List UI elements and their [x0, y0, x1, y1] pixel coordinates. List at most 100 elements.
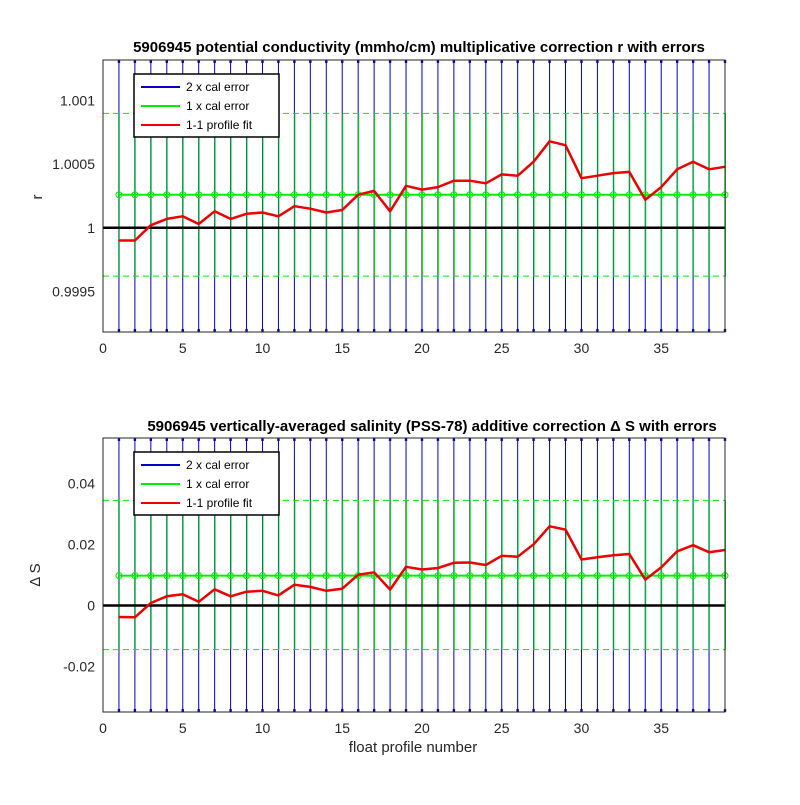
cal1-center-marker	[434, 191, 442, 199]
fit-point	[612, 554, 615, 557]
cal1-center-marker	[689, 572, 697, 580]
y-tick-label: 1.0005	[52, 156, 95, 172]
cal1-center-marker	[466, 191, 474, 199]
cal1-center-marker	[514, 191, 522, 199]
legend-label-cal1: 1 x cal error	[186, 99, 249, 113]
legend-label-fit: 1-1 profile fit	[186, 118, 253, 132]
fit-point	[612, 172, 615, 174]
fit-point	[165, 218, 168, 220]
fit-point	[596, 556, 599, 559]
cal1-center-marker	[418, 191, 426, 199]
fit-point	[676, 550, 678, 553]
cal1-center-marker	[290, 572, 298, 580]
cal1-center-marker	[530, 191, 538, 199]
fit-point	[261, 590, 264, 592]
cal1-center-marker	[243, 191, 251, 199]
fit-point	[293, 205, 296, 207]
x-tick-label: 15	[334, 340, 350, 356]
fit-point	[245, 212, 248, 215]
fit-point	[325, 211, 328, 214]
cal1-center-marker	[179, 191, 187, 199]
cal1-center-marker	[434, 572, 442, 580]
cal1-center-marker	[258, 191, 266, 199]
panel-conductivity: 5906945 potential conductivity (mmho/cm)…	[29, 39, 729, 356]
cal1-center-marker	[322, 572, 330, 580]
fit-point	[548, 140, 551, 143]
fit-point	[134, 616, 136, 619]
cal1-center-marker	[593, 191, 601, 199]
fit-point	[453, 562, 455, 564]
cal1-center-marker	[673, 572, 681, 580]
cal1-center-marker	[322, 191, 330, 199]
panel-salinity: 5906945 vertically-averaged salinity (PS…	[27, 418, 729, 756]
cal1-center-marker	[386, 191, 394, 199]
cal1-center-marker	[482, 191, 490, 199]
fit-point	[293, 583, 296, 586]
y-tick-label: 0.9995	[52, 283, 95, 299]
cal1-center-marker	[306, 572, 314, 580]
fit-point	[548, 525, 551, 528]
fit-point	[150, 224, 152, 227]
cal1-center-marker	[306, 191, 314, 199]
fit-point	[484, 182, 487, 185]
fit-point	[213, 210, 216, 213]
fit-point	[325, 590, 328, 592]
fit-point	[357, 193, 359, 196]
cal1-center-marker	[705, 191, 713, 199]
cal1-center-marker	[625, 572, 633, 580]
cal1-center-marker	[482, 572, 490, 580]
fit-point	[516, 174, 519, 177]
x-tick-label: 0	[99, 720, 107, 736]
legend: 2 x cal error 1 x cal error 1-1 profile …	[133, 451, 280, 516]
fit-point	[309, 207, 312, 210]
fit-point	[580, 177, 583, 180]
fit-point	[389, 210, 391, 213]
cal1-center-marker	[514, 572, 522, 580]
fit-point	[484, 564, 487, 566]
fit-point	[389, 588, 391, 591]
fit-point	[564, 528, 567, 531]
fit-point	[660, 186, 663, 188]
y-tick-label: 0.02	[68, 537, 95, 553]
cal1-center-marker	[530, 572, 538, 580]
fit-point	[181, 215, 184, 218]
x-tick-label: 10	[255, 720, 271, 736]
cal1-center-marker	[354, 572, 362, 580]
fit-point	[405, 565, 407, 568]
x-tick-label: 30	[574, 340, 590, 356]
cal1-center-marker	[450, 191, 458, 199]
cal1-center-marker	[243, 572, 251, 580]
y-axis-label: r	[29, 195, 46, 200]
fit-point	[261, 211, 264, 214]
fit-point	[373, 190, 375, 192]
fit-point	[532, 543, 535, 546]
y-tick-label: 1	[87, 220, 95, 236]
fit-point	[516, 555, 519, 558]
axes-frame	[102, 59, 726, 333]
fit-point	[469, 561, 471, 564]
cal1-center-marker	[115, 572, 123, 580]
x-tick-label: 25	[494, 720, 510, 736]
cal1-center-marker	[609, 572, 617, 580]
fit-point	[229, 218, 232, 220]
cal1-center-marker	[418, 572, 426, 580]
fit-point	[660, 566, 663, 569]
cal1-center-marker	[211, 572, 219, 580]
cal1-center-marker	[179, 572, 187, 580]
cal1-center-marker	[227, 191, 235, 199]
cal1-center-marker	[211, 191, 219, 199]
cal1-center-marker	[227, 572, 235, 580]
fit-point	[580, 558, 583, 561]
cal1-center-marker	[338, 191, 346, 199]
fit-point	[181, 593, 184, 595]
cal1-center-marker	[338, 572, 346, 580]
cal1-center-marker	[673, 191, 681, 199]
cal1-center-marker	[163, 191, 171, 199]
fit-point	[213, 588, 216, 591]
fit-point	[245, 590, 248, 593]
x-tick-label: 5	[179, 340, 187, 356]
cal1-center-marker	[609, 191, 617, 199]
y-axis-label: Δ S	[27, 563, 44, 586]
